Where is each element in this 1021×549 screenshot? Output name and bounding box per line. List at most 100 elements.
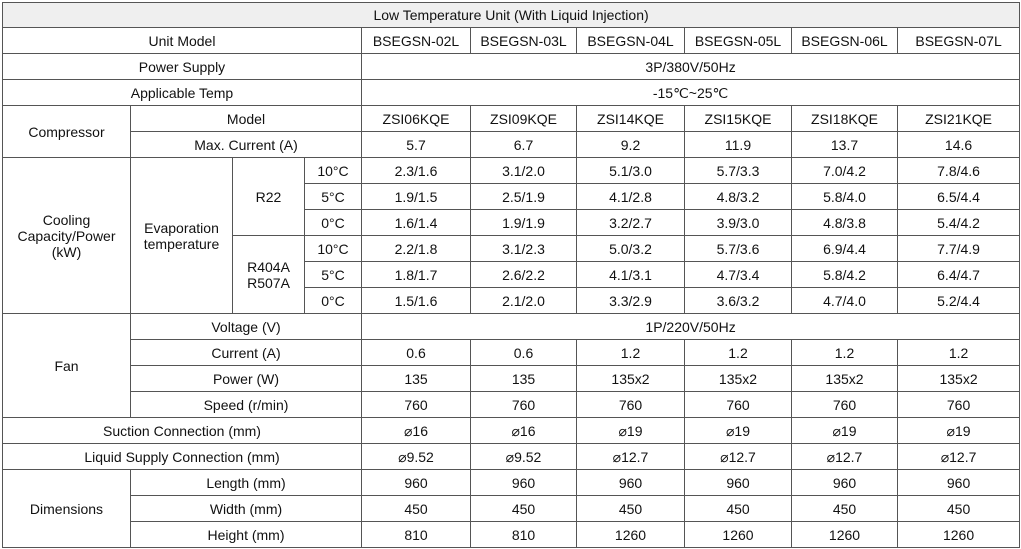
temp-cell: 5°C	[304, 183, 362, 210]
row-label: Model	[130, 105, 362, 132]
data-cell: 4.7/3.4	[684, 261, 792, 288]
data-cell: 6.5/4.4	[896, 183, 1021, 210]
suction-row: Suction Connection (mm) ⌀16 ⌀16 ⌀19 ⌀19 …	[2, 417, 1021, 444]
data-cell: 1.9/1.9	[470, 209, 577, 236]
refrigerant-line: R507A	[247, 274, 290, 291]
data-cell: 4.8/3.2	[684, 183, 792, 210]
data-cell: 1260	[791, 521, 898, 548]
temp-cell: 10°C	[304, 157, 362, 184]
applicable-temp-row: Applicable Temp -15℃~25℃	[2, 79, 1021, 106]
data-cell: 11.9	[684, 131, 792, 158]
data-cell: 1260	[896, 521, 1021, 548]
data-cell: 450	[791, 495, 898, 522]
refrigerant-line: R404A	[247, 258, 290, 275]
data-cell: ⌀9.52	[361, 443, 471, 470]
data-cell: 810	[361, 521, 471, 548]
data-cell: 5.0/3.2	[576, 235, 685, 262]
data-cell: 135x2	[684, 365, 792, 392]
refrigerant-label: R22	[232, 157, 305, 236]
row-label: Power (W)	[130, 365, 362, 392]
data-cell: 1260	[684, 521, 792, 548]
data-cell: 5.7/3.6	[684, 235, 792, 262]
data-cell: ⌀12.7	[791, 443, 898, 470]
data-cell: 4.7/4.0	[791, 287, 898, 314]
row-label: Unit Model	[2, 27, 362, 54]
data-cell: 6.4/4.7	[896, 261, 1021, 288]
row-label: Height (mm)	[130, 521, 362, 548]
cooling-row: 0°C 1.5/1.6 2.1/2.0 3.3/2.9 3.6/3.2 4.7/…	[3, 287, 1021, 314]
data-cell: 760	[361, 391, 471, 418]
data-cell: ZSI18KQE	[791, 105, 898, 132]
data-cell: 135	[470, 365, 577, 392]
group-label: Compressor	[2, 105, 131, 158]
data-cell: 1.2	[576, 339, 685, 366]
data-cell: 1.5/1.6	[361, 287, 471, 314]
model-cell: BSEGSN-04L	[576, 27, 685, 54]
data-cell: 3.1/2.3	[470, 235, 577, 262]
data-cell: ⌀12.7	[896, 443, 1021, 470]
data-cell: 3.2/2.7	[576, 209, 685, 236]
data-cell: 960	[576, 469, 685, 496]
data-cell: 960	[896, 469, 1021, 496]
data-cell: 760	[576, 391, 685, 418]
row-label: Voltage (V)	[130, 313, 362, 340]
data-cell: 0.6	[470, 339, 577, 366]
temp-cell: 10°C	[304, 235, 362, 262]
data-cell: ZSI14KQE	[576, 105, 685, 132]
power-supply-row: Power Supply 3P/380V/50Hz	[2, 53, 1021, 80]
cooling-row: R404A R507A 10°C 2.2/1.8 3.1/2.3 5.0/3.2…	[3, 235, 1021, 314]
data-cell: 1.2	[896, 339, 1021, 366]
temp-cell: 0°C	[304, 287, 362, 314]
data-cell: 135x2	[896, 365, 1021, 392]
cooling-row: 5°C 1.8/1.7 2.6/2.2 4.1/3.1 4.7/3.4 5.8/…	[3, 261, 1021, 288]
temp-cell: 5°C	[304, 261, 362, 288]
data-cell: 3.3/2.9	[576, 287, 685, 314]
data-cell: 450	[576, 495, 685, 522]
model-cell: BSEGSN-07L	[896, 27, 1021, 54]
fan-voltage-value: 1P/220V/50Hz	[360, 313, 1021, 340]
data-cell: ZSI15KQE	[684, 105, 792, 132]
data-cell: 135	[361, 365, 471, 392]
compressor-model-row: Compressor Model ZSI06KQE ZSI09KQE ZSI14…	[2, 105, 1021, 158]
data-cell: 3.6/3.2	[684, 287, 792, 314]
data-cell: 5.7	[361, 131, 471, 158]
group-label: Cooling Capacity/Power (kW)	[2, 157, 131, 314]
data-cell: 14.6	[896, 131, 1021, 158]
row-label: Length (mm)	[130, 469, 362, 496]
data-cell: 1.2	[684, 339, 792, 366]
table-title: Low Temperature Unit (With Liquid Inject…	[1, 2, 1021, 28]
data-cell: 2.5/1.9	[470, 183, 577, 210]
row-label: Suction Connection (mm)	[2, 417, 362, 444]
fan-voltage-row: Fan Voltage (V) 1P/220V/50Hz	[2, 313, 1021, 418]
group-label: Dimensions	[2, 469, 131, 548]
cooling-row: Cooling Capacity/Power (kW) Evaporation …	[2, 157, 1021, 314]
dim-height-row: Height (mm) 810 810 1260 1260 1260 1260	[3, 521, 1021, 548]
refrigerant-label: R404A R507A	[232, 235, 305, 314]
title-row: Low Temperature Unit (With Liquid Inject…	[1, 2, 1021, 28]
model-cell: BSEGSN-02L	[361, 27, 471, 54]
data-cell: 5.4/4.2	[896, 209, 1021, 236]
data-cell: ⌀16	[361, 417, 471, 444]
group-label: Fan	[2, 313, 131, 418]
unit-model-row: Unit Model BSEGSN-02L BSEGSN-03L BSEGSN-…	[2, 27, 1021, 54]
data-cell: 960	[361, 469, 471, 496]
dim-length-row: Dimensions Length (mm) 960 960 960 960 9…	[2, 469, 1021, 548]
data-cell: 7.8/4.6	[896, 157, 1021, 184]
cooling-row: 5°C 1.9/1.5 2.5/1.9 4.1/2.8 4.8/3.2 5.8/…	[3, 183, 1021, 210]
data-cell: 760	[470, 391, 577, 418]
data-cell: ⌀19	[896, 417, 1021, 444]
data-cell: ⌀19	[576, 417, 685, 444]
data-cell: 960	[470, 469, 577, 496]
evaporation-label: Evaporation temperature	[130, 157, 233, 314]
row-label: Current (A)	[130, 339, 362, 366]
data-cell: 960	[684, 469, 792, 496]
data-cell: 760	[791, 391, 898, 418]
data-cell: 4.1/3.1	[576, 261, 685, 288]
data-cell: 7.7/4.9	[896, 235, 1021, 262]
dim-width-row: Width (mm) 450 450 450 450 450 450	[3, 495, 1021, 522]
data-cell: 760	[684, 391, 792, 418]
row-label: Speed (r/min)	[130, 391, 362, 418]
power-supply-value: 3P/380V/50Hz	[360, 53, 1021, 80]
data-cell: 5.1/3.0	[576, 157, 685, 184]
